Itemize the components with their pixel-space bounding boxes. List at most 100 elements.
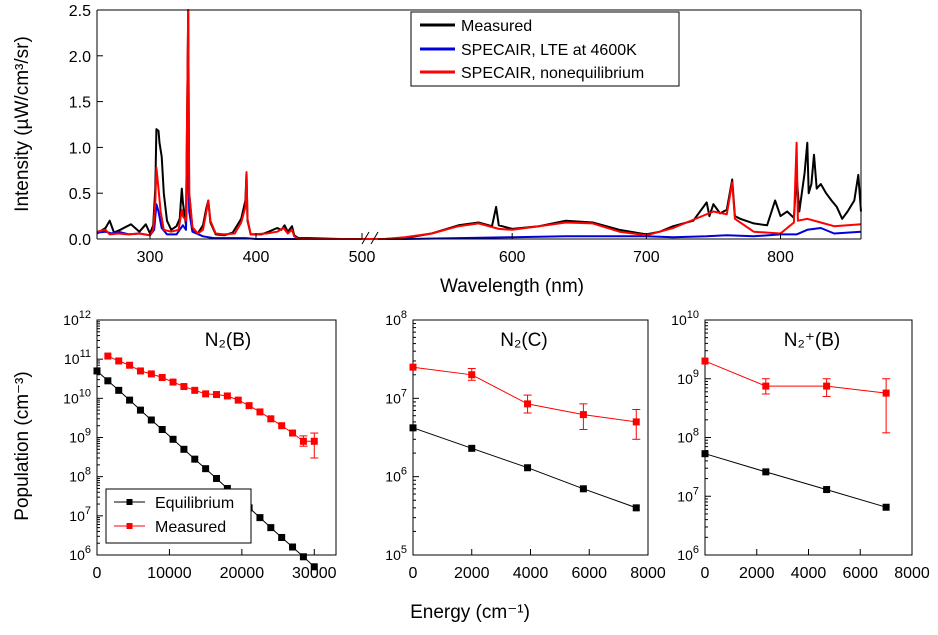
series-line-1 (704, 360, 887, 394)
y-tick-label: 1011 (64, 348, 91, 367)
series-line-0 (704, 453, 887, 508)
data-point (256, 514, 264, 522)
spectrum-x-tick-label: 500 (349, 249, 376, 266)
x-tick-label: 4000 (513, 565, 549, 582)
data-point (468, 371, 476, 379)
x-tick-label: 8000 (894, 565, 930, 582)
panel-title: N₂⁺(B) (784, 330, 840, 351)
data-point (93, 367, 101, 375)
spectrum-y-tick-label: 0.5 (69, 186, 91, 203)
data-point (267, 524, 275, 532)
data-point (169, 435, 177, 443)
data-point (223, 392, 231, 400)
x-tick-label: 20000 (220, 565, 265, 582)
y-tick-label: 109 (69, 427, 91, 446)
data-point (202, 465, 210, 473)
data-point (882, 503, 890, 511)
legend-label-lte: SPECAIR, LTE at 4600K (461, 42, 637, 59)
spectrum-y-label: Intensity (µW/cm³/sr) (12, 36, 33, 212)
data-point (579, 411, 587, 419)
legend-swatch-measured-marker (126, 523, 133, 529)
data-point (158, 374, 166, 382)
panel-frame (412, 319, 649, 556)
data-point (180, 445, 188, 453)
spectrum-x-tick-label: 300 (137, 249, 164, 266)
axis-break-left (361, 231, 370, 245)
legend-box (410, 11, 680, 87)
data-point (191, 455, 199, 463)
data-point (409, 363, 417, 371)
x-tick-label: 0 (701, 565, 710, 582)
x-tick-label: 2000 (739, 565, 775, 582)
data-point (524, 464, 532, 472)
panel-frame (704, 319, 913, 556)
series-line-1 (412, 366, 637, 423)
x-tick-label: 10000 (147, 565, 192, 582)
data-point (823, 486, 831, 494)
spectrum-x-tick-label: 600 (499, 249, 526, 266)
data-point (147, 416, 155, 424)
spectrum-y-tick-label: 0.0 (69, 232, 91, 249)
data-point (632, 418, 640, 426)
data-point (104, 377, 112, 385)
data-point (701, 357, 709, 365)
data-point (213, 474, 220, 482)
panel-title: N₂(C) (500, 330, 547, 351)
data-point (579, 485, 587, 493)
data-point (234, 396, 242, 404)
x-tick-label: 6000 (571, 565, 607, 582)
data-point (115, 386, 123, 394)
x-tick-label: 4000 (791, 565, 827, 582)
data-point (299, 437, 307, 445)
data-point (202, 390, 210, 398)
data-point (310, 437, 318, 445)
data-point (762, 468, 770, 476)
y-tick-label: 1010 (671, 309, 699, 328)
data-point (136, 367, 144, 375)
x-tick-label: 0 (93, 565, 102, 582)
data-point (136, 406, 144, 414)
data-point (245, 402, 253, 410)
data-point (632, 504, 640, 512)
axis-break-right (370, 231, 379, 245)
y-tick-label: 105 (385, 544, 407, 563)
data-point (191, 386, 199, 394)
data-point (762, 382, 770, 390)
legend-label-measured: Measured (461, 18, 532, 35)
y-tick-label: 108 (69, 466, 91, 485)
spectrum-y-tick-label: 1.0 (69, 140, 91, 157)
data-point (278, 422, 286, 430)
y-tick-label: 1012 (63, 309, 91, 328)
data-point (115, 357, 123, 365)
data-point (468, 444, 476, 452)
y-tick-label: 106 (385, 466, 407, 485)
population-panel-1: 105 106 107 108 0 2000 4000 6000 8000 N₂(C) (385, 309, 666, 582)
data-point (310, 563, 318, 571)
population-panel-2: 106 107 108 109 1010 0 2000 4000 6000 8000 N₂⁺(B) (671, 309, 930, 582)
data-point (701, 450, 709, 458)
data-point (299, 553, 307, 561)
data-point (289, 543, 297, 551)
population-panel-0: 106 107 108 109 1010 1011 1012 0 10000 20000 30000… (63, 309, 336, 582)
energy-x-label: Energy (cm⁻¹) (410, 602, 530, 623)
data-point (524, 400, 532, 408)
data-point (104, 352, 112, 360)
spectrum-y-tick-label: 2.5 (69, 3, 91, 20)
legend-label-measured-pop: Measured (155, 519, 226, 536)
data-point (223, 484, 231, 492)
spectrum-y-tick-label: 1.5 (69, 95, 91, 112)
y-tick-label: 1010 (63, 387, 91, 406)
y-tick-label: 106 (677, 544, 699, 563)
panel-title: N₂(B) (205, 330, 251, 351)
y-tick-label: 107 (677, 485, 699, 504)
population-y-label: Population (cm⁻³) (12, 371, 33, 520)
y-tick-label: 109 (677, 368, 699, 387)
data-point (256, 408, 264, 416)
data-point (126, 361, 134, 369)
spectrum-x-tick-label: 700 (633, 249, 660, 266)
data-point (823, 382, 831, 390)
data-point (289, 429, 297, 437)
spectrum-series-line-2 (96, 9, 862, 240)
population-legend-box (105, 488, 252, 544)
